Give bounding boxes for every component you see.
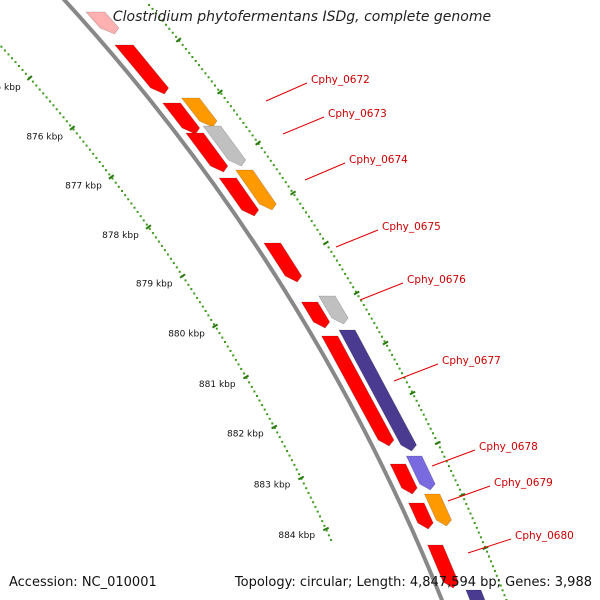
gene-label[interactable]: Cphy_0676 <box>407 274 466 286</box>
scale-major-tick <box>242 374 250 380</box>
outer-major-tick <box>434 440 441 446</box>
gene-arrow[interactable] <box>202 125 247 167</box>
outer-major-tick <box>409 390 416 396</box>
gene-leader-line <box>447 485 491 502</box>
gene-leader-line <box>304 162 346 181</box>
gene-arrow[interactable] <box>185 132 229 173</box>
scale-major-tick <box>297 475 305 481</box>
gene-arrow[interactable] <box>162 102 201 135</box>
gene-label[interactable]: Cphy_0675 <box>382 221 441 233</box>
scale-major-tick <box>26 75 33 81</box>
outer-scale-dots <box>148 4 508 600</box>
inner-scale-dots <box>0 45 333 541</box>
gene-label[interactable]: Cphy_0672 <box>311 74 370 86</box>
scale-major-tick <box>271 424 278 430</box>
genes-prefix: ; Genes: <box>496 575 555 590</box>
gene-arrow[interactable] <box>321 335 395 447</box>
scale-label: 879 kbp <box>136 280 173 290</box>
scale-major-tick <box>108 174 115 180</box>
outer-major-tick <box>322 240 329 246</box>
topology-text: Topology: circular; Length: 4,847,594 bp… <box>235 575 592 590</box>
outer-major-tick <box>459 492 466 498</box>
scale-major-tick <box>69 125 76 131</box>
gene-arrow[interactable] <box>338 329 417 452</box>
genome-length: 4,847,594 bp <box>409 575 497 590</box>
gene-arrow[interactable] <box>405 455 436 491</box>
gene-label[interactable]: Cphy_0673 <box>328 108 387 120</box>
gene-leader-line <box>393 363 439 382</box>
gene-arrow[interactable] <box>408 502 434 530</box>
gene-arrow[interactable] <box>318 295 349 325</box>
gene-arrow[interactable] <box>465 589 487 600</box>
scale-major-tick <box>322 526 330 532</box>
gene-arrow[interactable] <box>235 169 277 211</box>
map-title: Clostridium phytofermentans ISDg, comple… <box>112 9 492 25</box>
gene-arrow[interactable] <box>389 463 418 495</box>
scale-label: 880 kbp <box>168 329 205 339</box>
track-shadow <box>63 0 443 600</box>
scale-major-tick <box>145 224 152 230</box>
gene-arrow[interactable] <box>300 301 331 329</box>
gene-leader-line <box>431 449 476 467</box>
scale-label: 881 kbp <box>199 380 236 390</box>
gene-arrow[interactable] <box>423 493 452 527</box>
scale-label: 883 kbp <box>254 480 291 490</box>
gene-arrow[interactable] <box>427 544 459 589</box>
outer-major-tick <box>353 290 360 296</box>
gene-leader-line <box>282 116 325 135</box>
scale-label: 882 kbp <box>227 430 264 440</box>
gene-arrow[interactable] <box>180 97 218 128</box>
gene-label[interactable]: Cphy_0677 <box>442 355 501 367</box>
gene-arrow[interactable] <box>114 44 169 95</box>
gene-label[interactable]: Cphy_0680 <box>515 530 574 542</box>
gene-label[interactable]: Cphy_0678 <box>479 441 538 453</box>
scale-label: 884 kbp <box>278 531 315 541</box>
scale-label: 877 kbp <box>65 181 102 191</box>
scale-major-tick <box>179 273 186 279</box>
gene-arrow-faded[interactable] <box>85 11 120 35</box>
outer-major-tick <box>382 340 389 346</box>
scale-label: 875 kbp <box>0 83 21 93</box>
gene-leader-line <box>359 282 404 301</box>
scale-label: 876 kbp <box>26 133 63 143</box>
accession-text: Accession: NC_010001 <box>9 575 157 590</box>
gene-leader-line <box>335 229 379 248</box>
scale-label: 878 kbp <box>102 231 139 241</box>
gene-count: 3,988 <box>554 575 592 590</box>
topology-prefix: Topology: circular; Length: <box>234 575 410 590</box>
gene-arrow[interactable] <box>263 242 303 283</box>
gene-label[interactable]: Cphy_0674 <box>349 154 408 166</box>
genome-backbone <box>61 0 445 600</box>
outer-major-tick <box>217 89 224 95</box>
outer-major-tick <box>290 190 297 196</box>
gene-label[interactable]: Cphy_0679 <box>494 477 553 489</box>
scale-major-tick <box>211 323 219 329</box>
gene-leader-line <box>265 82 308 102</box>
gene-arrow[interactable] <box>218 177 260 217</box>
outer-major-tick <box>175 37 182 43</box>
outer-major-tick <box>255 140 262 146</box>
gene-leader-line <box>467 538 512 554</box>
